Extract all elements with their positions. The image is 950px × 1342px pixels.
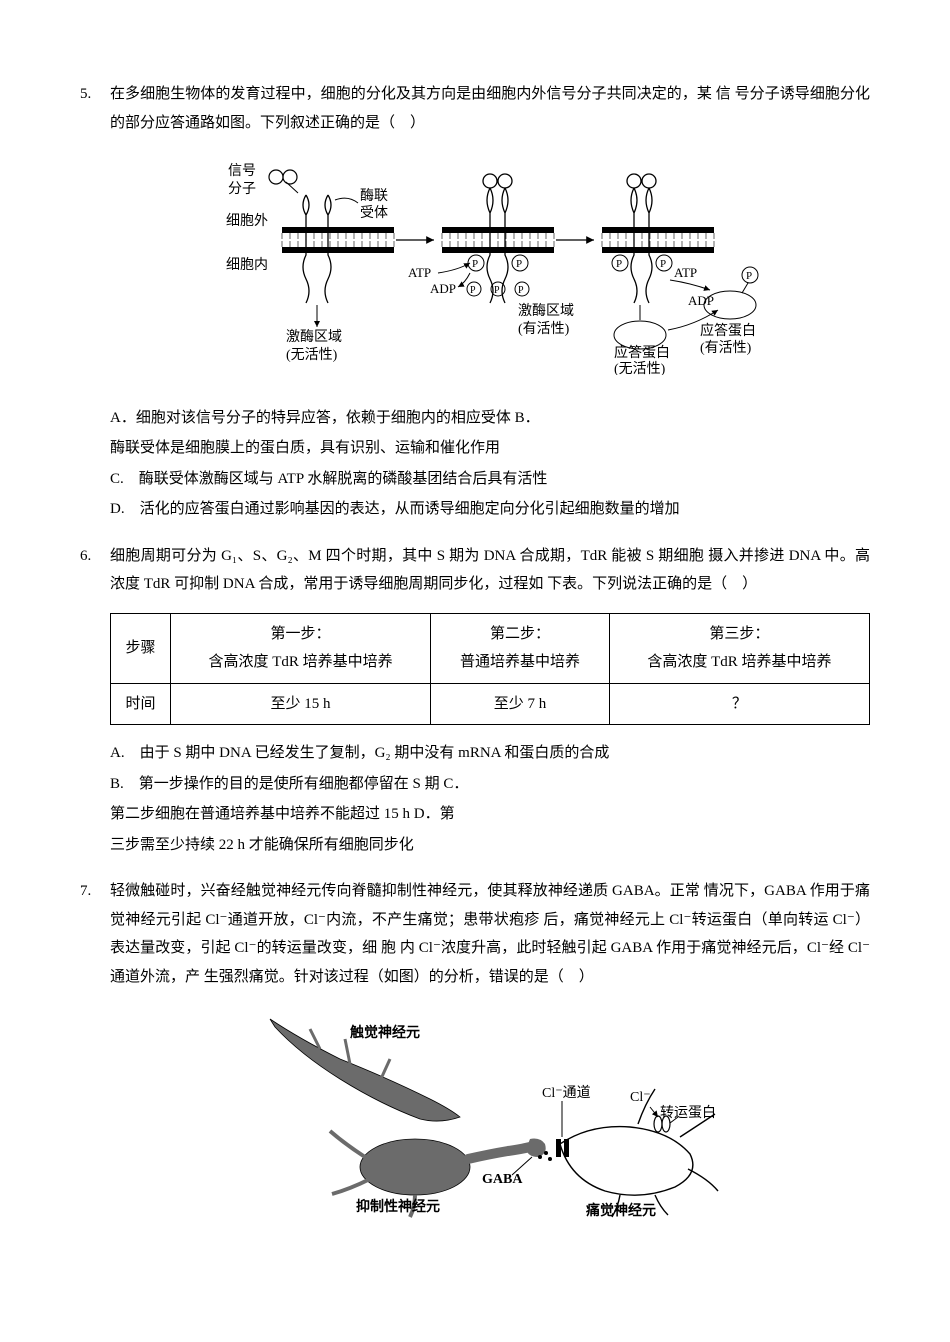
lbl-signal: 信号 bbox=[228, 163, 256, 179]
lbl-atp2: ATP bbox=[674, 265, 697, 280]
lbl-inhibitory: 抑制性神经元 bbox=[356, 1198, 440, 1215]
lbl-touch-neuron: 触觉神经元 bbox=[349, 1024, 420, 1041]
gaba-dot-2 bbox=[544, 1151, 548, 1155]
receptor-3 bbox=[627, 174, 656, 303]
lbl-active-4: (有活性) bbox=[700, 340, 752, 356]
td-time: 时间 bbox=[111, 683, 171, 725]
inhibitory-axon bbox=[468, 1147, 530, 1159]
q5-opt-c: C. 酶联受体激酶区域与 ATP 水解脱离的磷酸基团结合后具有活性 bbox=[110, 465, 870, 494]
p-left-label: P bbox=[472, 258, 478, 270]
th-step: 步骤 bbox=[111, 613, 171, 683]
question-7-body: 轻微触碰时，兴奋经触觉神经元传向脊髓抑制性神经元，使其释放神经递质 GABA。正… bbox=[110, 877, 870, 1248]
q6-opt-b: B. 第一步操作的目的是使所有细胞都停留在 S 期 C． bbox=[110, 770, 870, 799]
q6-opt-b3: 三步需至少持续 22 h 才能确保所有细胞同步化 bbox=[110, 831, 870, 860]
th-step1: 第一步： 含高浓度 TdR 培养基中培养 bbox=[171, 613, 431, 683]
lbl-adp1: ADP bbox=[430, 281, 456, 296]
q5-options: A．细胞对该信号分子的特异应答，依赖于细胞内的相应受体 B． 酶联受体是细胞膜上… bbox=[110, 404, 870, 524]
lbl-inactive-1: (无活性) bbox=[286, 347, 338, 363]
q6-options: A. 由于 S 期中 DNA 已经发生了复制，G₂ 期中没有 mRNA 和蛋白质… bbox=[110, 739, 870, 859]
neuron-diagram: 触觉神经元 抑制性神经元 GABA 痛觉神经元 bbox=[260, 1009, 720, 1219]
signal-pathway-diagram: 信号 分子 细胞外 细胞内 bbox=[220, 155, 760, 375]
p-left-3-label: P bbox=[616, 258, 622, 270]
lbl-response-1: 应答蛋白 bbox=[614, 344, 670, 361]
q5-diagram: 信号 分子 细胞外 细胞内 bbox=[110, 155, 870, 386]
lbl-inactive-3: (无活性) bbox=[614, 361, 666, 375]
membrane-1 bbox=[282, 227, 394, 253]
q5-opt-d: D. 活化的应答蛋白通过影响基因的表达，从而诱导细胞定向分化引起细胞数量的增加 bbox=[110, 495, 870, 524]
inhibitory-neuron-body bbox=[360, 1139, 470, 1195]
lbl-atp1: ATP bbox=[408, 265, 431, 280]
membrane-3 bbox=[602, 227, 714, 253]
p-down-3-label: P bbox=[518, 285, 524, 296]
p-active-leader bbox=[742, 283, 748, 293]
signal-mol-1 bbox=[269, 170, 283, 184]
membrane-2 bbox=[442, 227, 554, 253]
q7-diagram: 触觉神经元 抑制性神经元 GABA 痛觉神经元 bbox=[110, 1009, 870, 1230]
question-6-stem: 细胞周期可分为 G₁、S、G₂、M 四个时期，其中 S 期为 DNA 合成期，T… bbox=[110, 542, 870, 599]
lbl-molecule: 分子 bbox=[228, 181, 256, 197]
td-val3: ？ bbox=[609, 683, 869, 725]
td-val2: 至少 7 h bbox=[431, 683, 610, 725]
gaba-dot-1 bbox=[538, 1155, 542, 1159]
th-step2: 第二步： 普通培养基中培养 bbox=[431, 613, 610, 683]
q6-opt-a: A. 由于 S 期中 DNA 已经发生了复制，G₂ 期中没有 mRNA 和蛋白质… bbox=[110, 739, 870, 768]
p-right-3-label: P bbox=[660, 258, 666, 270]
question-7: 7. 轻微触碰时，兴奋经触觉神经元传向脊髓抑制性神经元，使其释放神经递质 GAB… bbox=[80, 877, 870, 1248]
lbl-gaba: GABA bbox=[482, 1172, 523, 1187]
th-step3: 第三步： 含高浓度 TdR 培养基中培养 bbox=[609, 613, 869, 683]
lbl-kinase-2: 激酶区域 bbox=[518, 302, 574, 319]
question-6-number: 6. bbox=[80, 542, 110, 862]
receptor-2 bbox=[483, 174, 512, 303]
q5-opt-a2: 酶联受体是细胞膜上的蛋白质，具有识别、运输和催化作用 bbox=[110, 434, 870, 463]
question-7-stem: 轻微触碰时，兴奋经触觉神经元传向脊髓抑制性神经元，使其释放神经递质 GABA。正… bbox=[110, 877, 870, 991]
q6-opt-b2: 第二步细胞在普通培养基中培养不能超过 15 h D．第 bbox=[110, 800, 870, 829]
response-protein-inactive bbox=[614, 321, 666, 349]
p-active-label: P bbox=[746, 270, 752, 282]
question-5: 5. 在多细胞生物体的发育过程中，细胞的分化及其方向是由细胞内外信号分子共同决定… bbox=[80, 80, 870, 526]
lbl-active-2: (有活性) bbox=[518, 321, 570, 337]
question-6-body: 细胞周期可分为 G₁、S、G₂、M 四个时期，其中 S 期为 DNA 合成期，T… bbox=[110, 542, 870, 862]
arrow-3 bbox=[670, 280, 710, 290]
lbl-cl: Cl⁻ bbox=[630, 1090, 651, 1105]
gaba-dot-3 bbox=[548, 1157, 552, 1161]
lbl-response-2: 应答蛋白 bbox=[700, 322, 756, 339]
pain-neuron-body bbox=[560, 1127, 693, 1196]
signal-mol-2 bbox=[283, 170, 297, 184]
lbl-transport: 转运蛋白 bbox=[660, 1105, 716, 1121]
cl-arrow bbox=[650, 1107, 658, 1117]
receptor-label-leader bbox=[335, 198, 358, 203]
lbl-enzyme-receptor: 酶联 bbox=[360, 188, 388, 204]
atp-arrow bbox=[438, 263, 470, 273]
question-5-stem: 在多细胞生物体的发育过程中，细胞的分化及其方向是由细胞内外信号分子共同决定的，某… bbox=[110, 80, 870, 137]
lbl-adp2: ADP bbox=[688, 293, 714, 308]
td-val1: 至少 15 h bbox=[171, 683, 431, 725]
question-6: 6. 细胞周期可分为 G₁、S、G₂、M 四个时期，其中 S 期为 DNA 合成… bbox=[80, 542, 870, 862]
lbl-extracellular: 细胞外 bbox=[226, 213, 268, 229]
p-down-2-label: P bbox=[494, 285, 500, 296]
lbl-intracellular: 细胞内 bbox=[226, 257, 268, 273]
q5-opt-a: A．细胞对该信号分子的特异应答，依赖于细胞内的相应受体 B． bbox=[110, 404, 870, 433]
p-down-1-label: P bbox=[470, 285, 476, 296]
lbl-receptor: 受体 bbox=[360, 205, 388, 221]
question-5-body: 在多细胞生物体的发育过程中，细胞的分化及其方向是由细胞内外信号分子共同决定的，某… bbox=[110, 80, 870, 526]
question-7-number: 7. bbox=[80, 877, 110, 1248]
axon-terminal bbox=[526, 1139, 546, 1157]
lbl-kinase-1: 激酶区域 bbox=[286, 328, 342, 345]
p-right-label: P bbox=[516, 258, 522, 270]
table-row: 时间 至少 15 h 至少 7 h ？ bbox=[111, 683, 870, 725]
q6-table: 步骤 第一步： 含高浓度 TdR 培养基中培养 第二步： 普通培养基中培养 第三… bbox=[110, 613, 870, 726]
lbl-pain-neuron: 痛觉神经元 bbox=[585, 1202, 656, 1219]
question-5-number: 5. bbox=[80, 80, 110, 526]
lbl-cl-channel: Cl⁻通道 bbox=[542, 1085, 591, 1101]
table-header-row: 步骤 第一步： 含高浓度 TdR 培养基中培养 第二步： 普通培养基中培养 第三… bbox=[111, 613, 870, 683]
